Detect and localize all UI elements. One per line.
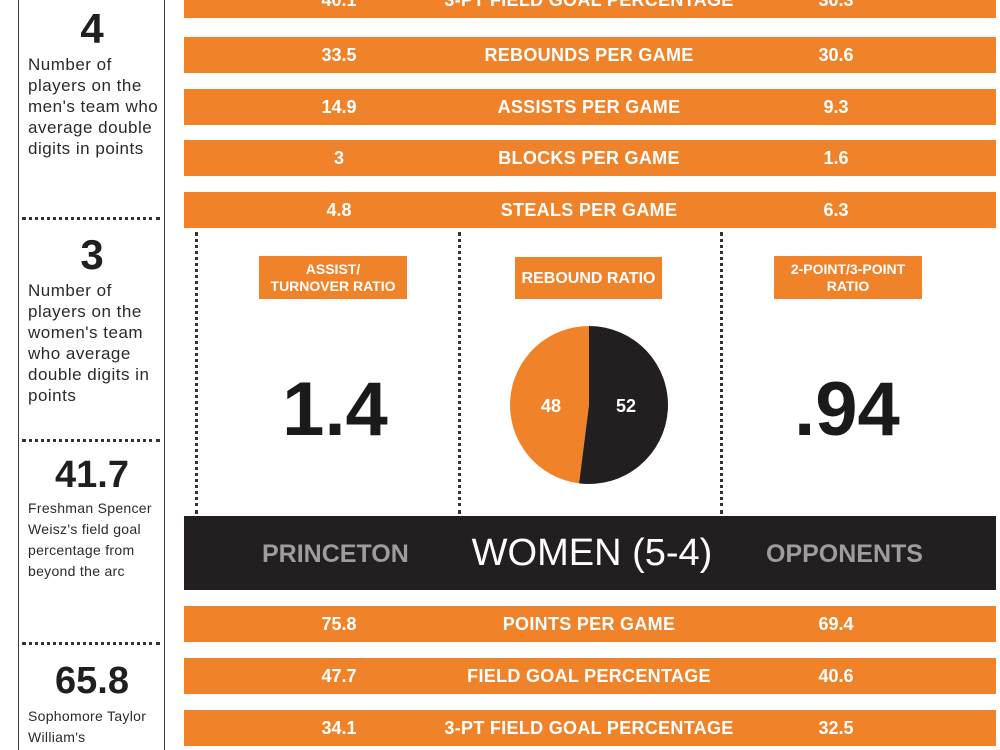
- sidebar-stat-number: 3: [80, 231, 104, 278]
- opponents-value: 9.3: [823, 97, 849, 117]
- opponents-value: 69.4: [818, 614, 854, 634]
- pie-label-opponents: 52: [616, 396, 636, 416]
- sidebar-stat-weisz-3pt: 41.7 Freshman Spencer Weisz's field goal…: [22, 452, 162, 582]
- men-stat-bar-3pt-fg: 40.1 3-PT FIELD GOAL PERCENTAGE 30.3: [184, 0, 996, 18]
- pie-label-princeton: 48: [541, 396, 561, 416]
- princeton-value: 33.5: [321, 45, 357, 65]
- princeton-value: 34.1: [321, 718, 357, 738]
- sidebar-stat-number: 41.7: [55, 454, 129, 496]
- opponents-heading: OPPONENTS: [766, 540, 923, 568]
- princeton-value: 3: [333, 148, 344, 168]
- opponents-value: 40.6: [818, 666, 854, 686]
- sidebar-divider: [22, 217, 160, 220]
- stat-label: STEALS PER GAME: [500, 200, 678, 220]
- sidebar-right-rule: [164, 0, 165, 750]
- opponents-value: 6.3: [823, 200, 849, 220]
- sidebar-stat-description: Number of players on the men's team who …: [28, 55, 159, 158]
- princeton-value: 14.9: [321, 97, 357, 117]
- princeton-heading: PRINCETON: [262, 540, 409, 568]
- stat-label: BLOCKS PER GAME: [498, 148, 680, 168]
- sidebar-divider: [22, 642, 160, 645]
- opponents-value: 32.5: [818, 718, 854, 738]
- women-stat-bar-fg: 47.7 FIELD GOAL PERCENTAGE 40.6: [184, 658, 996, 694]
- stat-label: POINTS PER GAME: [502, 614, 676, 634]
- stat-label: 3-PT FIELD GOAL PERCENTAGE: [444, 718, 734, 738]
- opponents-value: 30.6: [818, 45, 854, 65]
- two-three-point-ratio-value: .94: [794, 367, 900, 452]
- men-stat-bar-rebounds: 33.5 REBOUNDS PER GAME 30.6: [184, 37, 996, 73]
- opponents-value: 30.3: [818, 0, 854, 10]
- men-stat-bar-assists: 14.9 ASSISTS PER GAME 9.3: [184, 89, 996, 125]
- pie-slice-princeton: [509, 326, 589, 484]
- sidebar-divider: [22, 439, 160, 442]
- assist-turnover-ratio-value: 1.4: [282, 367, 388, 452]
- princeton-value: 75.8: [321, 614, 357, 634]
- sidebar-left-rule: [18, 0, 19, 750]
- stat-label: REBOUNDS PER GAME: [484, 45, 694, 65]
- stat-label: FIELD GOAL PERCENTAGE: [467, 666, 711, 686]
- sidebar-stat-description: Freshman Spencer Weisz's field goal perc…: [28, 500, 152, 579]
- sidebar-stat-number: 4: [80, 5, 104, 52]
- rebound-ratio-pie: 48 52: [509, 326, 668, 484]
- ratio-divider: [458, 232, 461, 514]
- sidebar-stat-description: Number of players on the women's team wh…: [28, 281, 150, 405]
- sidebar-stat-description: Sophomore Taylor William's: [28, 708, 147, 745]
- princeton-value: 47.7: [321, 666, 357, 686]
- women-title: WOMEN (5-4): [471, 532, 713, 574]
- men-stat-bar-blocks: 3 BLOCKS PER GAME 1.6: [184, 140, 996, 176]
- princeton-value: 40.1: [321, 0, 357, 10]
- pie-slice-opponents: [579, 326, 668, 484]
- women-stat-bar-points: 75.8 POINTS PER GAME 69.4: [184, 606, 996, 642]
- opponents-value: 1.6: [823, 148, 849, 168]
- sidebar-stat-women-double-digits: 3 Number of players on the women's team …: [22, 230, 162, 406]
- women-header: PRINCETON WOMEN (5-4) OPPONENTS: [184, 516, 996, 590]
- ratio-divider: [720, 232, 723, 514]
- assist-turnover-ratio-label: ASSIST/ TURNOVER RATIO: [259, 256, 407, 299]
- sidebar-stat-men-double-digits: 4 Number of players on the men's team wh…: [22, 4, 162, 159]
- women-stat-bar-3pt-fg: 34.1 3-PT FIELD GOAL PERCENTAGE 32.5: [184, 710, 996, 746]
- sidebar-stat-number: 65.8: [55, 660, 129, 702]
- princeton-value: 4.8: [326, 200, 352, 220]
- rebound-ratio-label: REBOUND RATIO: [515, 257, 662, 299]
- stat-label: 3-PT FIELD GOAL PERCENTAGE: [444, 0, 734, 10]
- sidebar-stat-williams: 65.8 Sophomore Taylor William's: [22, 656, 162, 748]
- ratio-divider: [195, 232, 198, 514]
- two-three-point-ratio-label: 2-POINT/3-POINT RATIO: [774, 256, 922, 299]
- sidebar: 4 Number of players on the men's team wh…: [0, 0, 166, 750]
- men-stat-bar-steals: 4.8 STEALS PER GAME 6.3: [184, 192, 996, 228]
- stat-label: ASSISTS PER GAME: [497, 97, 681, 117]
